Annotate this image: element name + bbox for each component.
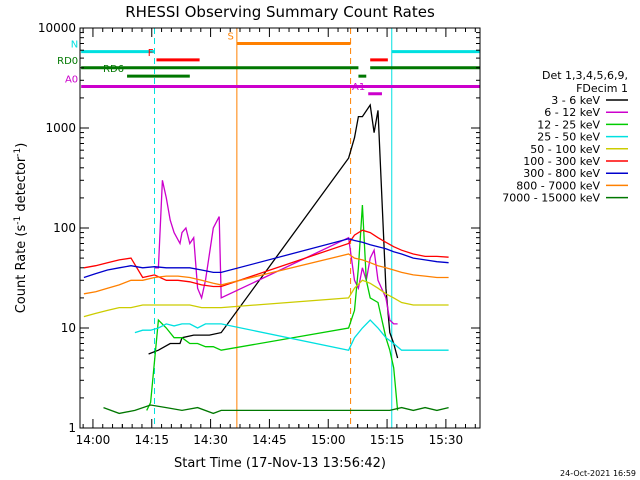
legend-label-1: 6 - 12 keV [544,106,600,119]
legend-label-3: 25 - 50 keV [537,131,600,144]
y-tick-label: 10 [61,321,76,335]
y-axis: 1 10 100 1000 10000 [38,21,480,435]
y-tick-label: 1 [68,421,76,435]
y-axis-label-exponent-2: -1 [13,148,23,157]
legend-label-6: 300 - 800 keV [523,167,600,180]
flag-label-a0: A0 [65,75,78,86]
plot-area: N S F RD0 RD6 A0 A1 [57,28,481,428]
series-line-8 [103,404,449,415]
series-line-0 [148,103,399,359]
series-line-4 [83,279,449,318]
y-tick-label: 100 [53,221,76,235]
legend-header-line-1: Det 1,3,4,5,6,9, [542,69,628,82]
y-tick-label: 1000 [45,121,76,135]
flag-label-n: N [71,40,78,51]
flag-label-s: S [228,31,234,42]
y-tick-label: 10000 [38,21,76,35]
flag-label-f: F [148,48,154,59]
y-axis-label-exponent: -1 [13,216,23,225]
y-axis-label: Count Rate (s-1 detector-1) [13,143,29,314]
legend-label-2: 12 - 25 keV [537,118,600,131]
legend-label-0: 3 - 6 keV [551,94,600,107]
x-tick-label: 14:00 [76,433,111,447]
x-axis-label: Start Time (17-Nov-13 13:56:42) [174,456,386,471]
legend-label-8: 7000 - 15000 keV [502,192,600,205]
y-axis-label-detector: detector [14,156,29,216]
series-line-6 [83,238,449,279]
legend-label-7: 800 - 7000 keV [516,179,600,192]
flag-label-rd0: RD0 [57,56,78,67]
series-line-3 [134,319,449,351]
x-tick-label: 15:00 [311,433,346,447]
series-line-7 [83,253,449,295]
series-line-1 [154,180,398,325]
series-line-2 [146,204,399,411]
flag-label-a1: A1 [352,82,365,93]
y-axis-label-main: Count Rate (s [14,225,29,314]
x-tick-label: 14:45 [252,433,287,447]
x-tick-label: 15:15 [370,433,405,447]
x-tick-label: 14:30 [193,433,228,447]
series-line-5 [83,229,449,288]
y-axis-label-close: ) [14,143,29,148]
flag-label-rd6: RD6 [103,64,124,75]
legend-header-line-2: FDecim 1 [576,82,628,95]
timestamp: 24-Oct-2021 16:59 [560,469,636,478]
chart-title: RHESSI Observing Summary Count Rates [125,3,435,21]
x-tick-label: 15:30 [429,433,464,447]
legend-label-4: 50 - 100 keV [530,143,600,156]
legend-label-5: 100 - 300 keV [523,155,600,168]
x-axis: 14:00 14:15 14:30 14:45 15:00 15:15 15:30 [76,28,476,447]
x-tick-label: 14:15 [134,433,169,447]
